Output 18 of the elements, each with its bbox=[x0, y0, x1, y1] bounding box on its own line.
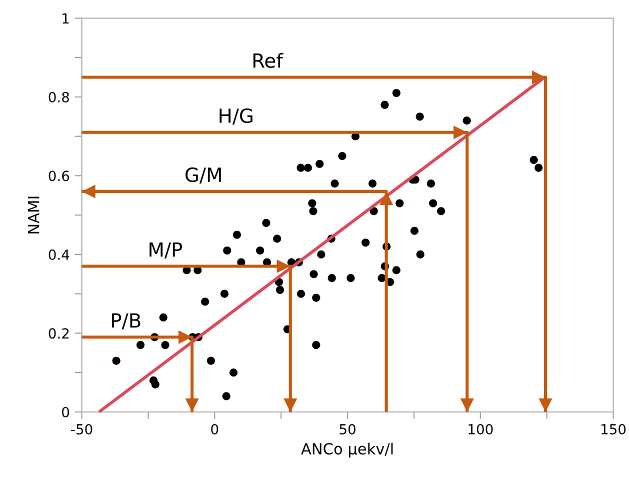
x-tick-label: -50 bbox=[71, 424, 92, 434]
series-label: P/B bbox=[112, 313, 140, 330]
y-tick-label: 0.4 bbox=[48, 249, 70, 260]
y-tick-label: 0.8 bbox=[48, 92, 70, 102]
y-tick-label: 0 bbox=[62, 406, 70, 418]
series-label: Ref bbox=[253, 52, 284, 68]
y-axis-title: NAMI bbox=[28, 196, 40, 234]
y-tick-label: 1 bbox=[62, 13, 69, 24]
series-label: G/M bbox=[185, 167, 221, 184]
series-label: H/G bbox=[220, 108, 252, 125]
x-tick-label: 50 bbox=[340, 424, 356, 434]
y-tick-label: 0.2 bbox=[48, 328, 69, 339]
x-tick-label: 100 bbox=[468, 424, 493, 434]
x-tick-label: 0 bbox=[211, 424, 218, 434]
series-label: M/P bbox=[150, 242, 182, 258]
y-tick-label: 0.6 bbox=[48, 170, 70, 182]
x-tick-label: 150 bbox=[602, 424, 626, 434]
x-axis-title: ANCo µekv/l bbox=[301, 442, 393, 458]
